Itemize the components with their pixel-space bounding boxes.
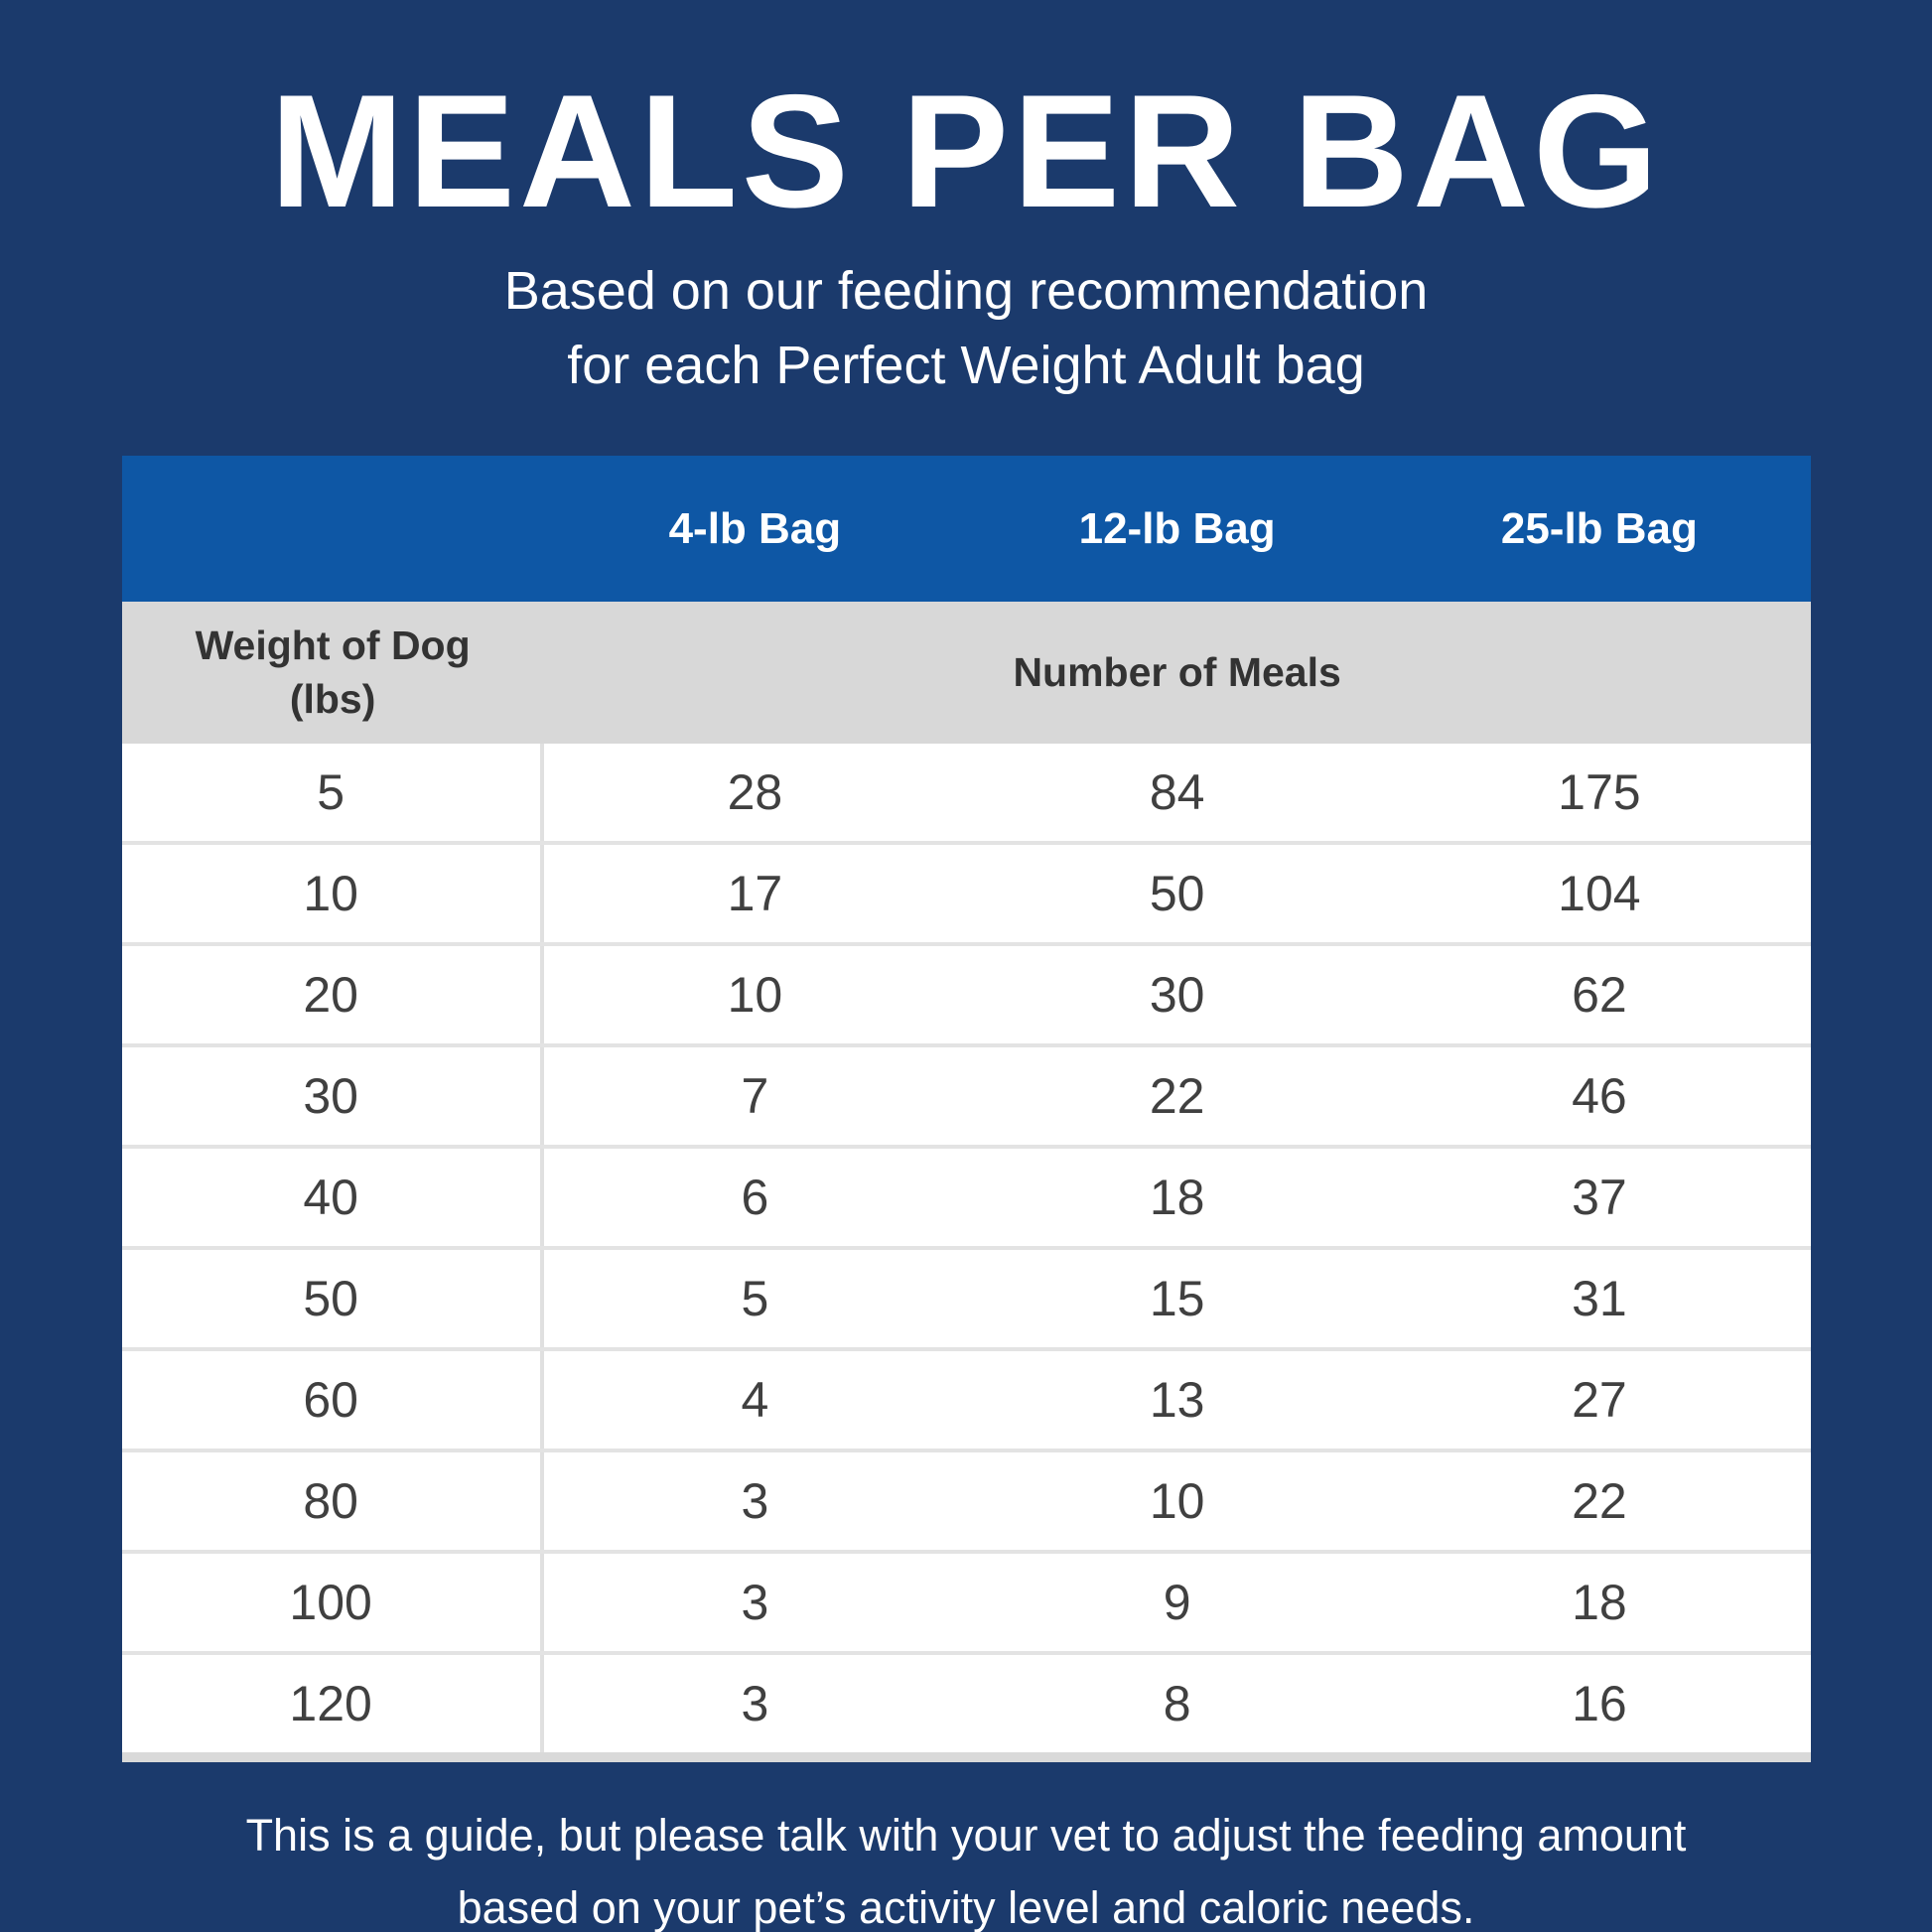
meals-cell-12lb: 15 — [1149, 1271, 1205, 1327]
weight-of-dog-header: Weight of Dog (lbs) — [122, 620, 544, 726]
weight-cell: 5 — [122, 744, 544, 842]
meals-cell-25lb: 62 — [1572, 967, 1627, 1024]
meals-cell-25lb: 46 — [1572, 1068, 1627, 1125]
meals-cell-25lb: 37 — [1572, 1170, 1627, 1226]
table-bottom-edge — [121, 1752, 1811, 1763]
meals-cell-4lb: 4 — [741, 1372, 769, 1429]
meals-cell-12lb: 50 — [1149, 866, 1205, 922]
meals-table: 4-lb Bag 12-lb Bag 25-lb Bag Weight of D… — [121, 456, 1811, 1763]
meals-cell-4lb: 3 — [741, 1676, 769, 1732]
bag-header-12lb: 12-lb Bag — [1078, 503, 1276, 553]
page-title: MEALS PER BAG — [269, 62, 1663, 241]
page-subtitle: Based on our feeding recommendation for … — [0, 254, 1932, 402]
meals-cell-12lb: 84 — [1149, 764, 1205, 821]
weight-cell: 60 — [122, 1351, 544, 1449]
subtitle-line-2: for each Perfect Weight Adult bag — [567, 335, 1365, 395]
meals-cell-12lb: 9 — [1163, 1575, 1191, 1631]
bag-header-25lb: 25-lb Bag — [1500, 503, 1698, 553]
weight-cell: 30 — [122, 1047, 544, 1146]
number-of-meals-header: Number of Meals — [1013, 649, 1341, 696]
table-row: 30 7 22 46 — [121, 1043, 1811, 1146]
bag-header-4lb: 4-lb Bag — [668, 503, 842, 553]
weight-header-line-1: Weight of Dog — [195, 622, 471, 669]
table-row: 10 17 50 104 — [121, 841, 1811, 943]
weight-cell: 80 — [122, 1452, 544, 1551]
weight-cell: 100 — [122, 1554, 544, 1652]
meals-cell-4lb: 7 — [741, 1068, 769, 1125]
meals-cell-12lb: 30 — [1149, 967, 1205, 1024]
meals-cell-4lb: 17 — [727, 866, 783, 922]
table-row: 20 10 30 62 — [121, 942, 1811, 1044]
meals-cell-12lb: 10 — [1149, 1473, 1205, 1530]
subtitle-line-1: Based on our feeding recommendation — [503, 261, 1429, 321]
meals-cell-4lb: 28 — [727, 764, 783, 821]
meals-cell-25lb: 18 — [1572, 1575, 1627, 1631]
table-row: 40 6 18 37 — [121, 1145, 1811, 1247]
meals-cell-25lb: 16 — [1572, 1676, 1627, 1732]
table-row: 60 4 13 27 — [121, 1347, 1811, 1449]
meals-cell-25lb: 31 — [1572, 1271, 1627, 1327]
meals-cell-25lb: 27 — [1572, 1372, 1627, 1429]
footer-note: This is a guide, but please talk with yo… — [122, 1800, 1810, 1932]
table-row: 80 3 10 22 — [121, 1449, 1811, 1551]
table-row: 100 3 9 18 — [121, 1550, 1811, 1652]
meals-cell-4lb: 3 — [741, 1473, 769, 1530]
meals-cell-25lb: 175 — [1558, 764, 1641, 821]
meals-cell-4lb: 3 — [741, 1575, 769, 1631]
meals-cell-4lb: 10 — [727, 967, 783, 1024]
weight-cell: 120 — [122, 1655, 544, 1753]
bag-size-header-row: 4-lb Bag 12-lb Bag 25-lb Bag — [121, 456, 1811, 603]
meals-cell-4lb: 6 — [741, 1170, 769, 1226]
table-row: 50 5 15 31 — [121, 1246, 1811, 1348]
footer-line-2: based on your pet’s activity level and c… — [457, 1881, 1475, 1932]
meals-cell-4lb: 5 — [741, 1271, 769, 1327]
weight-header-line-2: (lbs) — [289, 675, 376, 722]
weight-cell: 50 — [122, 1250, 544, 1348]
meals-cell-25lb: 104 — [1558, 866, 1641, 922]
meals-cell-12lb: 22 — [1149, 1068, 1205, 1125]
weight-cell: 10 — [122, 845, 544, 943]
table-row: 5 28 84 175 — [121, 744, 1811, 842]
meals-cell-12lb: 18 — [1149, 1170, 1205, 1226]
footer-line-1: This is a guide, but please talk with yo… — [245, 1810, 1687, 1862]
meals-cell-25lb: 22 — [1572, 1473, 1627, 1530]
meals-cell-12lb: 13 — [1149, 1372, 1205, 1429]
weight-cell: 40 — [122, 1149, 544, 1247]
table-body: 5 28 84 175 10 17 50 104 20 10 30 62 30 … — [121, 744, 1811, 1753]
weight-cell: 20 — [122, 946, 544, 1044]
column-header-row: Weight of Dog (lbs) Number of Meals — [121, 602, 1811, 745]
table-row: 120 3 8 16 — [121, 1651, 1811, 1753]
meals-cell-12lb: 8 — [1163, 1676, 1191, 1732]
